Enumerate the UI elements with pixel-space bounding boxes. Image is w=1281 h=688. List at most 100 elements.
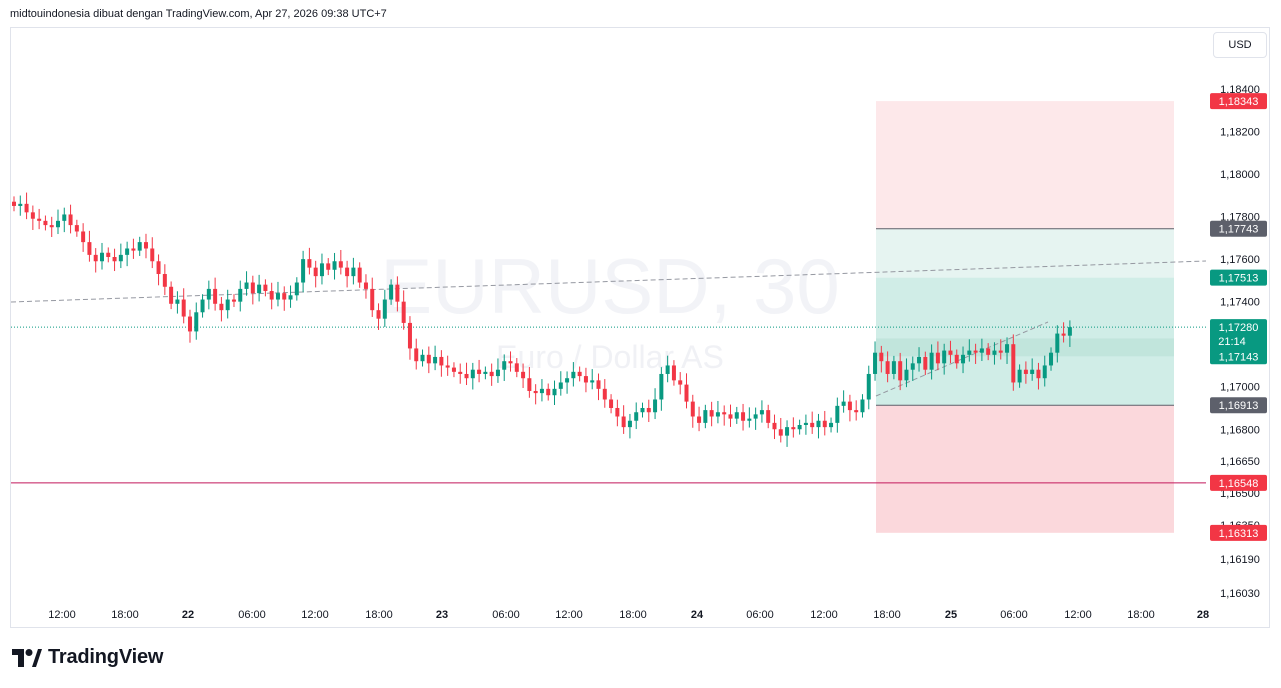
- countdown-text: 21:14: [1218, 336, 1246, 348]
- candle: [389, 279, 394, 305]
- candle: [653, 388, 658, 420]
- x-tick-label: 18:00: [619, 609, 647, 621]
- candle-body: [803, 422, 808, 425]
- candle: [948, 340, 953, 364]
- candle-body: [891, 361, 896, 374]
- candle-body: [68, 214, 73, 226]
- candle: [866, 365, 871, 410]
- channel-line: [875, 321, 1049, 397]
- candle: [106, 247, 111, 263]
- candle-body: [351, 267, 356, 277]
- candle: [703, 404, 708, 429]
- candle-body: [12, 201, 16, 206]
- candle: [508, 351, 513, 372]
- candle-body: [690, 401, 695, 417]
- candle-body: [106, 252, 111, 257]
- candle: [741, 403, 746, 431]
- candle-body: [439, 356, 444, 366]
- candle-body: [238, 288, 243, 302]
- x-tick-label: 18:00: [1127, 609, 1155, 621]
- candle-body: [627, 420, 632, 428]
- candle-body: [401, 301, 406, 323]
- current-range-band: [876, 338, 1174, 357]
- candle: [62, 207, 67, 233]
- candle: [1061, 322, 1066, 343]
- candle-body: [634, 412, 639, 421]
- chart-frame: [10, 27, 1270, 628]
- candle: [602, 379, 607, 408]
- candle: [200, 294, 205, 318]
- candle: [898, 352, 903, 391]
- candle: [766, 404, 771, 429]
- candle-body: [697, 416, 702, 423]
- candle: [162, 264, 167, 296]
- candle-body: [1061, 333, 1066, 336]
- candle-body: [458, 371, 463, 374]
- currency-button[interactable]: USD: [1213, 32, 1267, 58]
- candle: [571, 362, 576, 387]
- candle-body: [759, 410, 764, 415]
- candle: [659, 367, 664, 411]
- candle-body: [420, 354, 425, 362]
- candle-body: [181, 299, 186, 317]
- candle: [439, 350, 444, 377]
- candle-body: [313, 267, 318, 277]
- candle-body: [923, 356, 928, 370]
- candle-body: [131, 248, 136, 251]
- candle: [678, 372, 683, 395]
- candle: [24, 192, 29, 220]
- y-tick-label: 1,16030: [1220, 588, 1260, 600]
- candle: [583, 367, 588, 393]
- candle: [294, 277, 299, 301]
- candle-body: [219, 303, 224, 311]
- candle-body: [948, 350, 953, 355]
- candle: [175, 291, 180, 314]
- candle-body: [143, 242, 148, 249]
- candle-body: [464, 373, 469, 379]
- candle-body: [137, 242, 142, 251]
- candle-body: [973, 350, 978, 353]
- candle: [854, 400, 859, 421]
- candle-body: [709, 410, 714, 417]
- candle: [1030, 358, 1035, 381]
- candle: [1017, 364, 1022, 388]
- candle: [87, 230, 92, 262]
- candle-body: [722, 412, 727, 415]
- candle-body: [653, 399, 658, 413]
- candle: [860, 394, 865, 418]
- candle-body: [175, 299, 180, 304]
- candle: [923, 351, 928, 376]
- candle-body: [785, 427, 790, 436]
- candle: [225, 289, 230, 319]
- candle-body: [376, 310, 381, 319]
- tradingview-logo[interactable]: TradingView: [12, 646, 163, 669]
- price-label: 1,16313: [1210, 524, 1267, 541]
- y-tick-label: 1,17000: [1220, 382, 1260, 394]
- candle: [407, 316, 412, 360]
- x-tick-label: 06:00: [238, 609, 266, 621]
- candle-body: [244, 282, 249, 289]
- y-tick-label: 1,17600: [1220, 254, 1260, 266]
- candle-body: [307, 259, 312, 268]
- candle: [250, 275, 255, 305]
- tradingview-brand: TradingView: [48, 646, 164, 668]
- candle-body: [18, 203, 23, 206]
- candle-body: [74, 225, 79, 232]
- candle-body: [414, 348, 419, 362]
- candle: [357, 262, 362, 288]
- candle: [156, 254, 161, 286]
- candle-body: [810, 422, 815, 428]
- candle-body: [615, 407, 620, 417]
- candle: [125, 241, 130, 267]
- candle-body: [841, 401, 846, 406]
- candle-body: [898, 361, 903, 381]
- candle-body: [816, 420, 821, 428]
- y-tick-label: 1,18400: [1220, 84, 1260, 96]
- candle-body: [822, 420, 827, 428]
- candle: [596, 373, 601, 401]
- price-label-text: 1,18343: [1219, 96, 1259, 108]
- x-tick-label: 06:00: [492, 609, 520, 621]
- candle-body: [873, 352, 878, 374]
- candle-body: [565, 378, 570, 383]
